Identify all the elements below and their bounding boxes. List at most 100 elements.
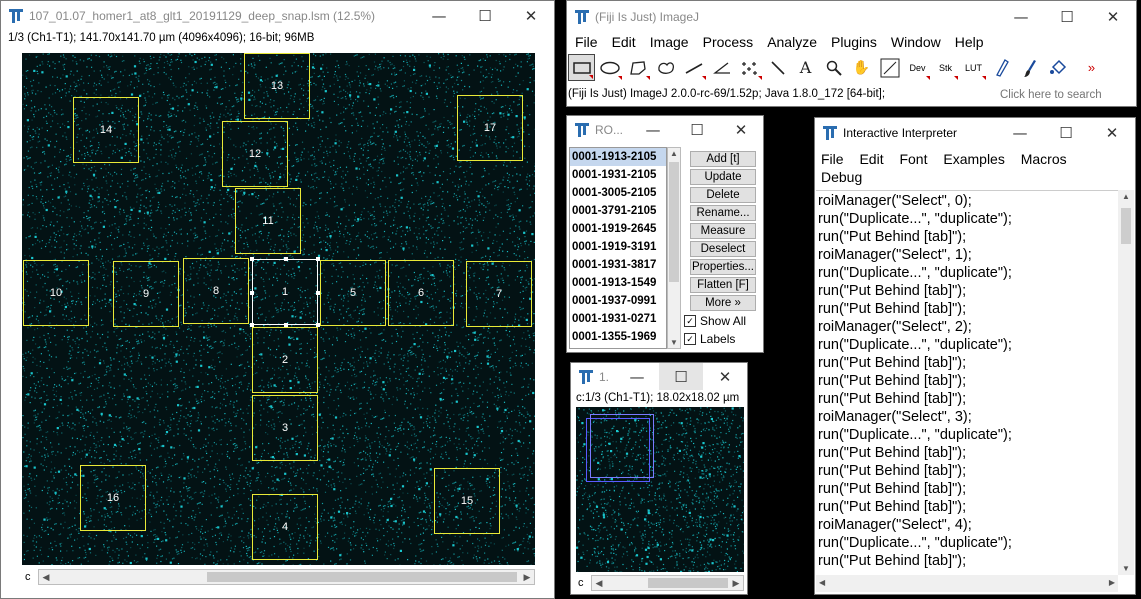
polygon-tool-icon[interactable] — [624, 54, 651, 81]
maximize-icon[interactable]: ☐ — [659, 363, 703, 390]
list-item[interactable]: 0001-1931-0271 — [572, 313, 657, 325]
roi-7[interactable]: 7 — [466, 261, 532, 327]
roi-11[interactable]: 11 — [235, 188, 301, 254]
roi-5[interactable]: 5 — [320, 260, 386, 326]
multipoint-tool-icon[interactable] — [736, 54, 763, 81]
duplicate-titlebar[interactable]: 1. — ☐ ✕ — [571, 363, 747, 390]
freehand-tool-icon[interactable] — [652, 54, 679, 81]
channel-scrollbar[interactable]: ◀ ▶ — [591, 575, 744, 591]
pencil-tool-icon[interactable] — [988, 54, 1015, 81]
stk-tool-icon[interactable]: Stk — [932, 54, 959, 81]
minimize-icon[interactable]: — — [645, 121, 661, 139]
menu-plugins[interactable]: Plugins — [831, 34, 877, 50]
line-tool-icon[interactable] — [680, 54, 707, 81]
labels-checkbox[interactable]: ✓ Labels — [684, 332, 735, 346]
roi-2[interactable]: 2 — [252, 327, 318, 393]
menu-edit[interactable]: Edit — [611, 34, 636, 50]
menu-edit[interactable]: Edit — [859, 151, 884, 167]
menu-file[interactable]: File — [821, 151, 844, 167]
interpreter-titlebar[interactable]: Interactive Interpreter — ☐ ✕ — [815, 118, 1135, 148]
scroll-down-icon[interactable]: ▼ — [670, 338, 678, 347]
image-canvas[interactable]: 13 14 17 12 11 10 9 8 1 5 6 7 2 3 16 15 … — [22, 53, 535, 565]
list-item[interactable]: 0001-3005-2105 — [572, 187, 657, 199]
hand-tool-icon[interactable]: ✋ — [852, 59, 871, 75]
menu-macros[interactable]: Macros — [1020, 151, 1067, 167]
roi-9[interactable]: 9 — [113, 261, 179, 327]
dup-image-canvas[interactable] — [576, 407, 744, 572]
code-hscrollbar[interactable]: ◀ ▶ — [816, 575, 1118, 592]
roi-16[interactable]: 16 — [80, 465, 146, 531]
more-button[interactable]: More » — [690, 295, 756, 311]
close-icon[interactable]: ✕ — [734, 121, 748, 139]
scroll-right-icon[interactable]: ▶ — [1108, 578, 1115, 587]
roi-12[interactable]: 12 — [222, 121, 288, 187]
dev-tool-icon[interactable]: Dev — [904, 54, 931, 81]
channel-scrollbar[interactable]: ◀ ▶ — [38, 569, 535, 585]
add-button[interactable]: Add [t] — [690, 151, 756, 167]
close-icon[interactable]: ✕ — [524, 7, 538, 25]
deselect-button[interactable]: Deselect — [690, 241, 756, 257]
roi-manager-titlebar[interactable]: RO... — ☐ ✕ — [567, 116, 763, 144]
roi-handle[interactable] — [284, 257, 288, 261]
roi-handle[interactable] — [250, 291, 254, 295]
roi-14[interactable]: 14 — [73, 97, 139, 163]
roi-handle[interactable] — [316, 291, 320, 295]
scroll-left-icon[interactable]: ◀ — [595, 577, 603, 588]
brush-tool-icon[interactable] — [1016, 54, 1043, 81]
scroll-thumb[interactable] — [207, 572, 517, 582]
list-item[interactable]: 0001-1931-3817 — [572, 259, 657, 271]
maximize-icon[interactable]: ☐ — [690, 121, 704, 139]
roi-4[interactable]: 4 — [252, 494, 318, 560]
scroll-thumb[interactable] — [1121, 208, 1131, 244]
menu-help[interactable]: Help — [954, 34, 984, 50]
imagej-titlebar[interactable]: (Fiji Is Just) ImageJ — ☐ ✕ — [567, 1, 1136, 32]
more-tools-icon[interactable]: » — [1087, 60, 1096, 75]
roi-17[interactable]: 17 — [457, 95, 523, 161]
show-all-checkbox[interactable]: ✓ Show All — [684, 314, 746, 328]
code-editor[interactable]: roiManager("Select", 0); run("Duplicate..… — [816, 190, 1118, 576]
roi-handle[interactable] — [316, 323, 320, 327]
delete-button[interactable]: Delete — [690, 187, 756, 203]
maximize-icon[interactable]: ☐ — [1060, 7, 1074, 26]
menu-window[interactable]: Window — [890, 34, 941, 50]
flatten-button[interactable]: Flatten [F] — [690, 277, 756, 293]
roi-list-scrollbar[interactable]: ▲ ▼ — [667, 147, 681, 349]
search-input[interactable] — [996, 86, 1135, 104]
scroll-thumb[interactable] — [648, 578, 728, 588]
list-item[interactable]: 0001-1913-2105 — [570, 148, 666, 166]
update-button[interactable]: Update — [690, 169, 756, 185]
roi-8[interactable]: 8 — [183, 258, 249, 324]
flood-fill-tool-icon[interactable] — [1044, 54, 1071, 81]
angle-tool-icon[interactable] — [708, 54, 735, 81]
list-item[interactable]: 0001-1919-2645 — [572, 223, 657, 235]
scroll-right-icon[interactable]: ▶ — [523, 571, 531, 582]
scroll-up-icon[interactable]: ▲ — [670, 149, 678, 158]
close-icon[interactable]: ✕ — [1106, 7, 1120, 26]
menu-image[interactable]: Image — [649, 34, 689, 50]
image-window-titlebar[interactable]: 107_01.07_homer1_at8_glt1_20191129_deep_… — [1, 1, 554, 31]
magnifier-tool-icon[interactable] — [820, 54, 847, 81]
oval-tool-icon[interactable] — [596, 54, 623, 81]
roi-handle[interactable] — [250, 323, 254, 327]
scroll-up-icon[interactable]: ▲ — [1122, 192, 1130, 201]
scroll-left-icon[interactable]: ◀ — [819, 578, 826, 587]
close-icon[interactable]: ✕ — [718, 367, 732, 386]
checkbox-checked-icon[interactable]: ✓ — [684, 315, 696, 327]
maximize-icon[interactable]: ☐ — [1059, 124, 1073, 142]
roi-3[interactable]: 3 — [252, 395, 318, 461]
list-item[interactable]: 0001-1913-1549 — [572, 277, 657, 289]
list-item[interactable]: 0001-1931-2105 — [572, 169, 657, 181]
checkbox-checked-icon[interactable]: ✓ — [684, 333, 696, 345]
minimize-icon[interactable]: — — [1012, 124, 1028, 142]
measure-button[interactable]: Measure — [690, 223, 756, 239]
roi-list[interactable]: 0001-1913-2105 0001-1931-2105 0001-3005-… — [569, 147, 667, 349]
lut-tool-icon[interactable]: LUT — [960, 54, 987, 81]
properties-button[interactable]: Properties... — [690, 259, 756, 275]
menu-file[interactable]: File — [575, 34, 598, 50]
list-item[interactable]: 0001-1937-0991 — [572, 295, 657, 307]
rename-button[interactable]: Rename... — [690, 205, 756, 221]
menu-analyze[interactable]: Analyze — [767, 34, 817, 50]
minimize-icon[interactable]: — — [629, 367, 645, 386]
roi-15[interactable]: 15 — [434, 468, 500, 534]
close-icon[interactable]: ✕ — [1105, 124, 1119, 142]
